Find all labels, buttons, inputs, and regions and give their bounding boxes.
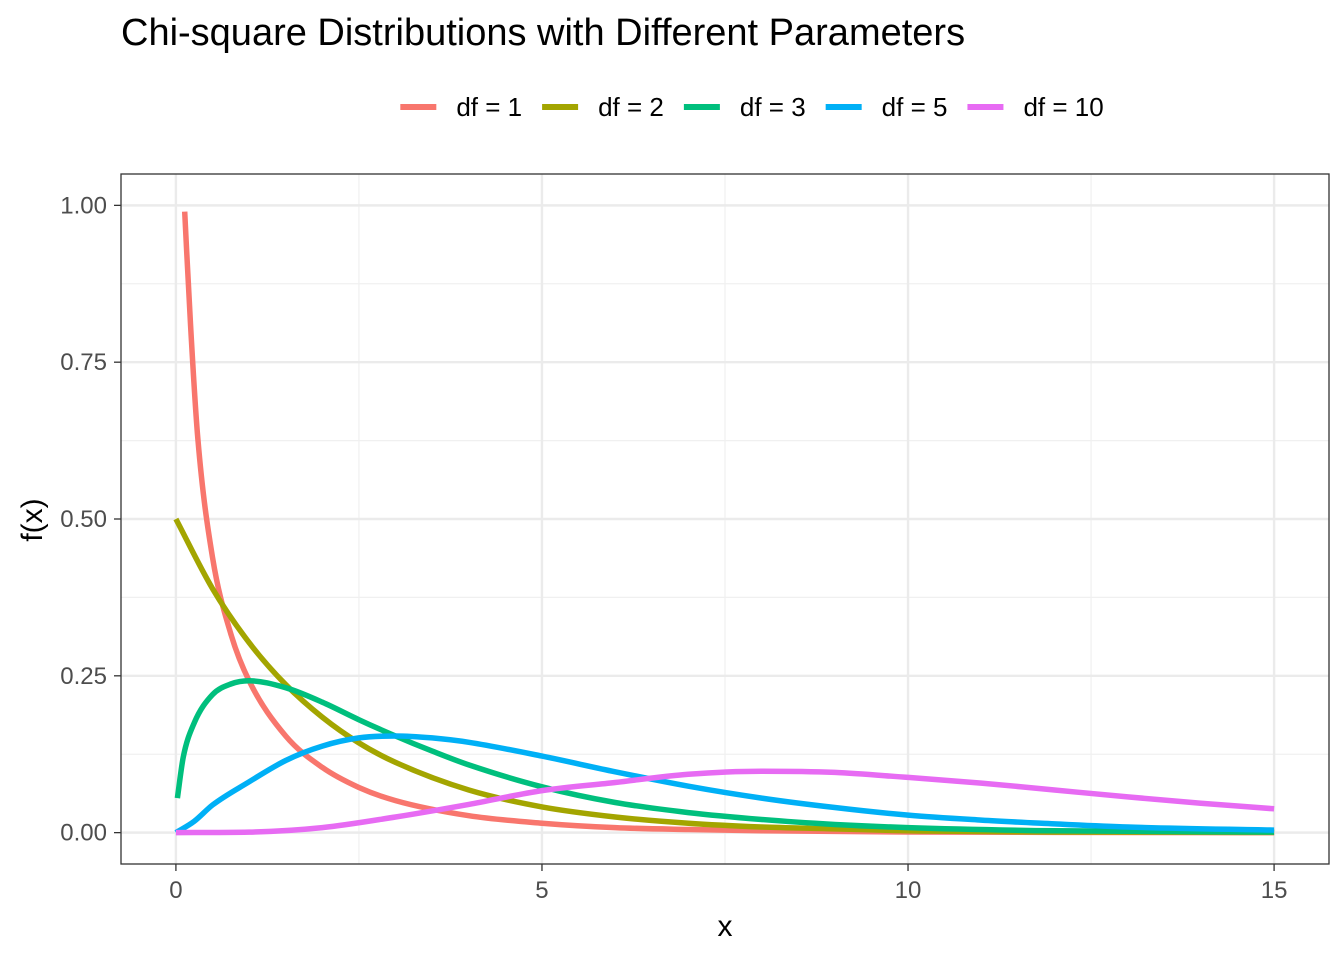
y-axis-title: f(x) [16, 498, 49, 541]
y-tick-label: 0.25 [60, 663, 107, 690]
legend-label: df = 2 [598, 92, 664, 122]
x-tick-label: 0 [169, 877, 182, 904]
chart-title: Chi-square Distributions with Different … [121, 12, 965, 54]
series-line-5 [175, 768, 1275, 836]
series-line-2 [173, 517, 1275, 836]
series-line-4 [174, 733, 1275, 835]
legend-label: df = 1 [456, 92, 522, 122]
y-tick-label: 0.00 [60, 820, 107, 847]
x-axis-title: x [718, 910, 733, 943]
y-tick-label: 0.50 [60, 506, 107, 533]
y-tick-label: 0.75 [60, 349, 107, 376]
x-tick-label: 10 [895, 877, 922, 904]
legend-label: df = 3 [740, 92, 806, 122]
x-tick-label: 5 [535, 877, 548, 904]
legend-label: df = 10 [1023, 92, 1103, 122]
plot-panel: 0 5 10 15 0.00 0.25 0.50 0.75 1.00 [60, 173, 1330, 904]
y-tick-label: 1.00 [60, 192, 107, 219]
legend: df = 1 df = 2 df = 3 df = 5 df = 10 [400, 92, 1104, 122]
x-tick-label: 15 [1261, 877, 1288, 904]
series-line-3 [174, 678, 1275, 835]
legend-label: df = 5 [882, 92, 948, 122]
